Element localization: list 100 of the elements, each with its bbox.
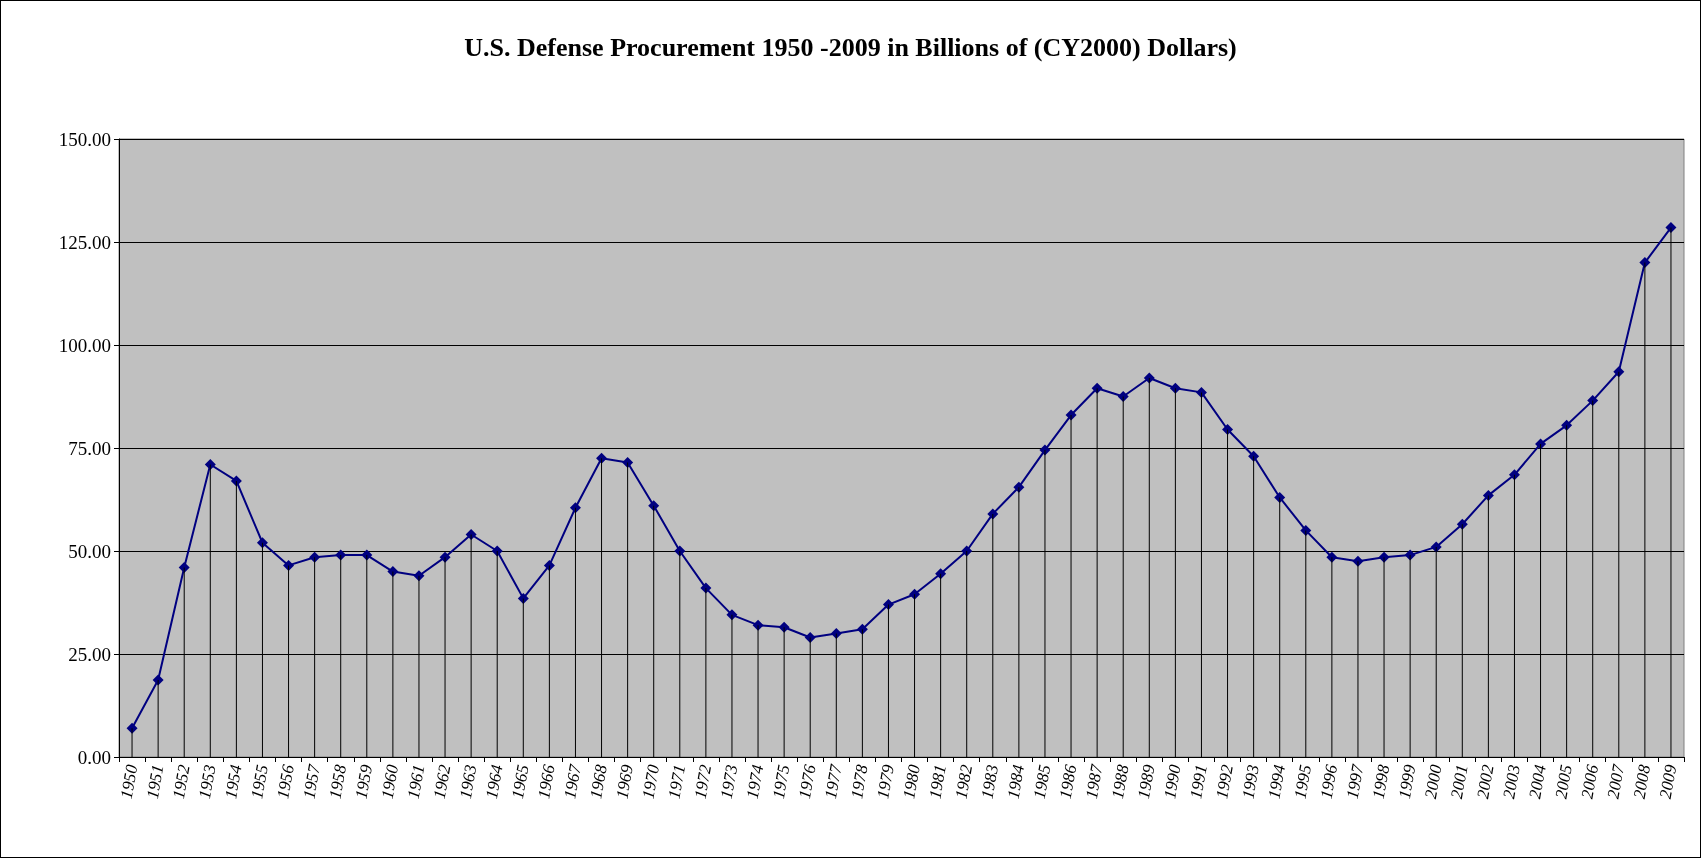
x-tick-label: 1984 — [1003, 762, 1029, 801]
x-tick-label: 1981 — [925, 763, 950, 801]
point — [152, 674, 164, 686]
x-tick-label: 1965 — [508, 763, 533, 801]
point — [1587, 395, 1599, 407]
x-tick-label: 1957 — [299, 761, 325, 801]
x-tick-label: 1987 — [1081, 761, 1107, 801]
point — [204, 458, 216, 470]
x-tick-label: 1980 — [899, 762, 924, 801]
x-tick-label: 1953 — [195, 763, 220, 801]
x-tick-label: 1995 — [1290, 763, 1316, 801]
point — [1300, 524, 1312, 536]
point — [1117, 391, 1129, 402]
x-tick-label: 1960 — [377, 762, 403, 801]
x-tick-label: 1973 — [716, 763, 742, 801]
y-tick-label: 0.00 — [77, 746, 111, 768]
point — [126, 722, 138, 734]
x-tick-label: 1988 — [1107, 762, 1133, 801]
x-tick-label: 1971 — [664, 763, 690, 801]
x-tick-label: 1979 — [873, 762, 898, 801]
point — [1378, 551, 1390, 563]
x-tick-label: 1994 — [1264, 762, 1290, 801]
point — [465, 529, 477, 541]
y-tick-label: 125.00 — [58, 231, 111, 253]
chart-title: U.S. Defense Procurement 1950 -2009 in Billions of (CY2000) Dollars) — [464, 32, 1237, 62]
x-tick-label: 1978 — [847, 762, 872, 801]
x-tick-label: 1967 — [560, 761, 586, 801]
x-tick-label: 2002 — [1473, 762, 1498, 801]
x-tick-label: 1969 — [612, 762, 638, 801]
point — [1613, 366, 1625, 378]
x-tick-label: 1991 — [1186, 763, 1211, 801]
point — [1065, 409, 1077, 421]
point — [309, 551, 321, 563]
point — [491, 545, 503, 557]
point — [1404, 549, 1416, 561]
x-tick-label: 1992 — [1212, 762, 1237, 801]
point — [622, 456, 634, 468]
point — [1274, 491, 1286, 503]
y-tick-label: 100.00 — [58, 334, 111, 356]
x-tick-label: 1989 — [1134, 762, 1159, 801]
x-tick-label: 1985 — [1029, 763, 1055, 801]
x-tick-label: 1954 — [221, 762, 246, 801]
point — [961, 545, 973, 557]
point — [700, 582, 712, 594]
x-tick-label: 1975 — [768, 763, 794, 801]
x-tick-label: 1955 — [247, 763, 272, 801]
x-tick-label: 1961 — [403, 763, 429, 801]
x-tick-label: 1998 — [1368, 762, 1394, 801]
point — [517, 592, 529, 604]
x-tick-label: 2009 — [1655, 762, 1681, 801]
point — [1013, 481, 1025, 493]
x-tick-label: 2000 — [1420, 762, 1446, 801]
x-tick-label: 1999 — [1394, 762, 1420, 801]
x-tick-label: 1966 — [534, 762, 559, 801]
x-tick-label: 1958 — [325, 762, 351, 801]
point — [1195, 386, 1207, 398]
point — [1222, 423, 1234, 435]
point — [856, 623, 868, 635]
point — [1248, 450, 1260, 462]
point — [256, 537, 268, 549]
x-tick-label: 1959 — [351, 762, 377, 801]
x-tick-label: 2001 — [1447, 763, 1472, 801]
point — [987, 508, 999, 520]
point — [778, 621, 790, 633]
point — [830, 627, 842, 639]
point — [1482, 489, 1494, 501]
point — [1143, 372, 1155, 384]
x-tick-label: 2004 — [1525, 762, 1550, 801]
x-tick-label: 2003 — [1499, 763, 1524, 801]
point — [1561, 419, 1573, 431]
point — [1665, 222, 1677, 234]
point — [1169, 382, 1181, 394]
x-tick-label: 2006 — [1577, 762, 1603, 801]
x-tick-label: 1956 — [273, 762, 298, 801]
x-tick-label: 1993 — [1238, 763, 1263, 801]
point — [1456, 518, 1468, 530]
x-tick-label: 2008 — [1629, 762, 1655, 801]
point — [283, 559, 295, 571]
point — [1508, 469, 1520, 481]
x-tick-label: 1968 — [586, 762, 611, 801]
point — [1039, 444, 1051, 456]
point — [726, 609, 738, 621]
point — [1639, 257, 1651, 269]
point — [1430, 541, 1442, 553]
point — [1535, 438, 1547, 450]
x-tick-label: 1974 — [742, 762, 768, 801]
point — [439, 551, 451, 563]
x-tick-label: 1964 — [481, 762, 507, 801]
point — [674, 545, 686, 557]
point — [804, 632, 816, 644]
x-tick-label: 1972 — [690, 762, 716, 801]
x-tick-label: 1970 — [638, 762, 664, 801]
x-tick-label: 1950 — [116, 762, 142, 801]
point — [1326, 551, 1338, 563]
x-tick-label: 1951 — [142, 763, 168, 801]
y-tick-label: 75.00 — [68, 437, 111, 459]
x-tick-label: 1952 — [168, 762, 194, 801]
point — [569, 502, 581, 514]
point — [1352, 555, 1364, 567]
point — [413, 570, 425, 582]
